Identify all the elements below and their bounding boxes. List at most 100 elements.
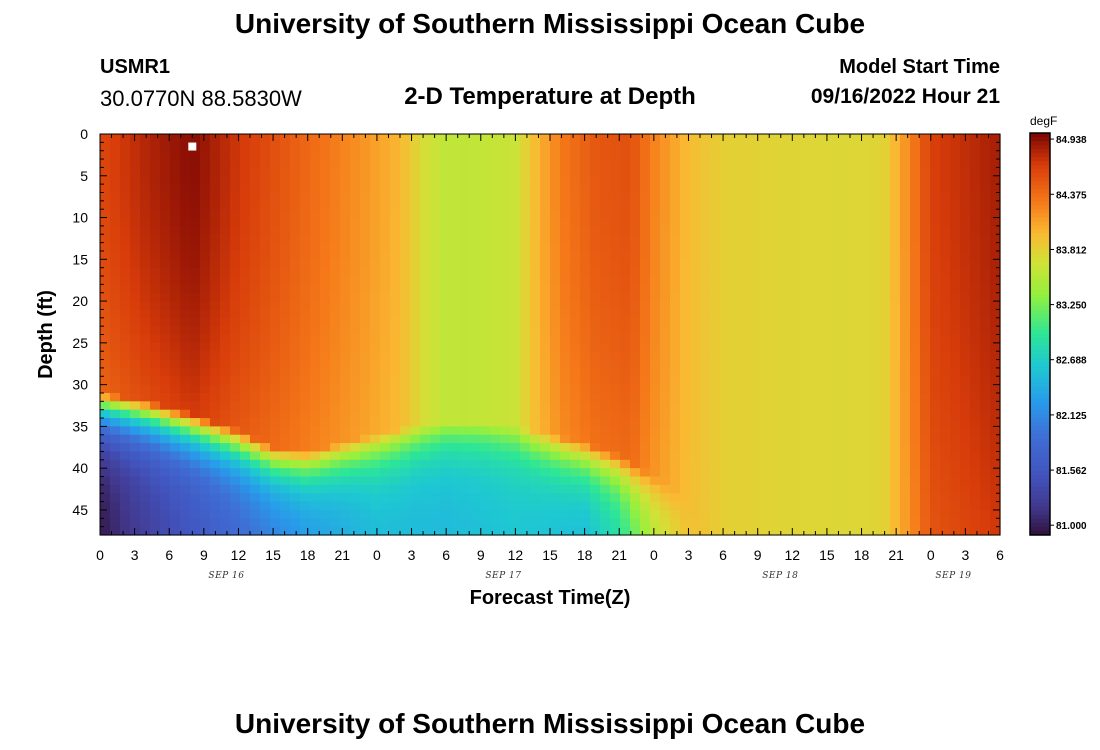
heatmap-cell — [270, 242, 281, 252]
heatmap-cell — [990, 392, 1001, 402]
heatmap-cell — [980, 484, 991, 494]
heatmap-cell — [960, 267, 971, 277]
heatmap-cell — [750, 217, 761, 227]
heatmap-cell — [530, 401, 541, 411]
heatmap-cell — [960, 250, 971, 260]
heatmap-cell — [750, 309, 761, 319]
heatmap-cell — [880, 376, 891, 386]
heatmap-cell — [290, 225, 301, 235]
colorbar-swatch — [1030, 249, 1050, 255]
heatmap-cell — [990, 484, 1001, 494]
heatmap-cell — [420, 468, 431, 478]
heatmap-cell — [700, 301, 711, 311]
heatmap-cell — [550, 434, 561, 444]
heatmap-cell — [880, 476, 891, 486]
heatmap-cell — [540, 150, 551, 160]
heatmap-cell — [330, 351, 341, 361]
colorbar-swatch — [1030, 237, 1050, 243]
heatmap-cell — [120, 250, 131, 260]
heatmap-cell — [180, 309, 191, 319]
heatmap-cell — [680, 509, 691, 519]
heatmap-cell — [670, 476, 681, 486]
heatmap-cell — [540, 401, 551, 411]
heatmap-cell — [260, 518, 271, 528]
heatmap-cell — [890, 501, 901, 511]
heatmap-cell — [690, 242, 701, 252]
heatmap-cell — [980, 242, 991, 252]
heatmap-cell — [360, 376, 371, 386]
heatmap-cell — [420, 284, 431, 294]
heatmap-cell — [650, 167, 661, 177]
colorbar-swatch — [1030, 410, 1050, 415]
heatmap-cell — [700, 401, 711, 411]
heatmap-cell — [390, 142, 401, 152]
heatmap-cell — [820, 501, 831, 511]
heatmap-cell — [610, 301, 621, 311]
heatmap-cell — [230, 351, 241, 361]
heatmap-cell — [820, 234, 831, 244]
heatmap-cell — [250, 225, 261, 235]
heatmap-cell — [230, 451, 241, 461]
heatmap-cell — [770, 242, 781, 252]
heatmap-cell — [170, 150, 181, 160]
heatmap-cell — [410, 234, 421, 244]
heatmap-cell — [470, 526, 481, 536]
heatmap-cell — [440, 142, 451, 152]
heatmap-cell — [370, 200, 381, 210]
heatmap-cell — [840, 259, 851, 269]
y-tick-label: 25 — [72, 335, 88, 351]
heatmap-cell — [200, 359, 211, 369]
heatmap-cell — [740, 317, 751, 327]
heatmap-cell — [380, 476, 391, 486]
heatmap-cell — [800, 217, 811, 227]
heatmap-cell — [760, 276, 771, 285]
heatmap-cell — [460, 392, 471, 402]
heatmap-cell — [110, 518, 121, 528]
heatmap-cell — [110, 175, 121, 185]
heatmap-cell — [330, 468, 341, 478]
heatmap-cell — [940, 242, 951, 252]
heatmap-cell — [950, 359, 961, 369]
heatmap-cell — [660, 451, 671, 461]
heatmap-cell — [240, 250, 251, 260]
heatmap-cell — [420, 209, 431, 219]
colorbar-swatch — [1030, 301, 1050, 307]
heatmap-cell — [420, 326, 431, 336]
heatmap-cell — [250, 167, 261, 177]
colorbar-label: 83.812 — [1056, 245, 1087, 256]
heatmap-cell — [340, 409, 351, 419]
heatmap-cell — [840, 509, 851, 519]
heatmap-cell — [100, 317, 111, 327]
heatmap-cell — [680, 401, 691, 411]
heatmap-cell — [220, 518, 231, 528]
heatmap-cell — [700, 259, 711, 269]
heatmap-cell — [220, 284, 231, 294]
heatmap-cell — [500, 359, 511, 369]
heatmap-cell — [130, 192, 141, 202]
heatmap-cell — [980, 250, 991, 260]
heatmap-cell — [410, 309, 421, 319]
heatmap-cell — [710, 476, 721, 486]
heatmap-cell — [670, 276, 681, 285]
heatmap-cell — [120, 518, 131, 528]
heatmap-cell — [260, 292, 271, 302]
heatmap-cell — [970, 526, 981, 536]
heatmap-cell — [930, 234, 941, 244]
heatmap-cell — [800, 284, 811, 294]
heatmap-cell — [270, 184, 281, 194]
heatmap-cell — [940, 225, 951, 235]
heatmap-cell — [730, 134, 741, 143]
heatmap-cell — [600, 192, 611, 202]
heatmap-cell — [260, 468, 271, 478]
heatmap-cell — [130, 434, 141, 444]
heatmap-cell — [710, 184, 721, 194]
heatmap-cell — [220, 242, 231, 252]
heatmap-cell — [640, 192, 651, 202]
heatmap-cell — [510, 209, 521, 219]
heatmap-cell — [190, 518, 201, 528]
heatmap-cell — [680, 409, 691, 419]
heatmap-cell — [290, 376, 301, 386]
heatmap-cell — [870, 150, 881, 160]
heatmap-cell — [400, 468, 411, 478]
heatmap-cell — [140, 484, 151, 494]
